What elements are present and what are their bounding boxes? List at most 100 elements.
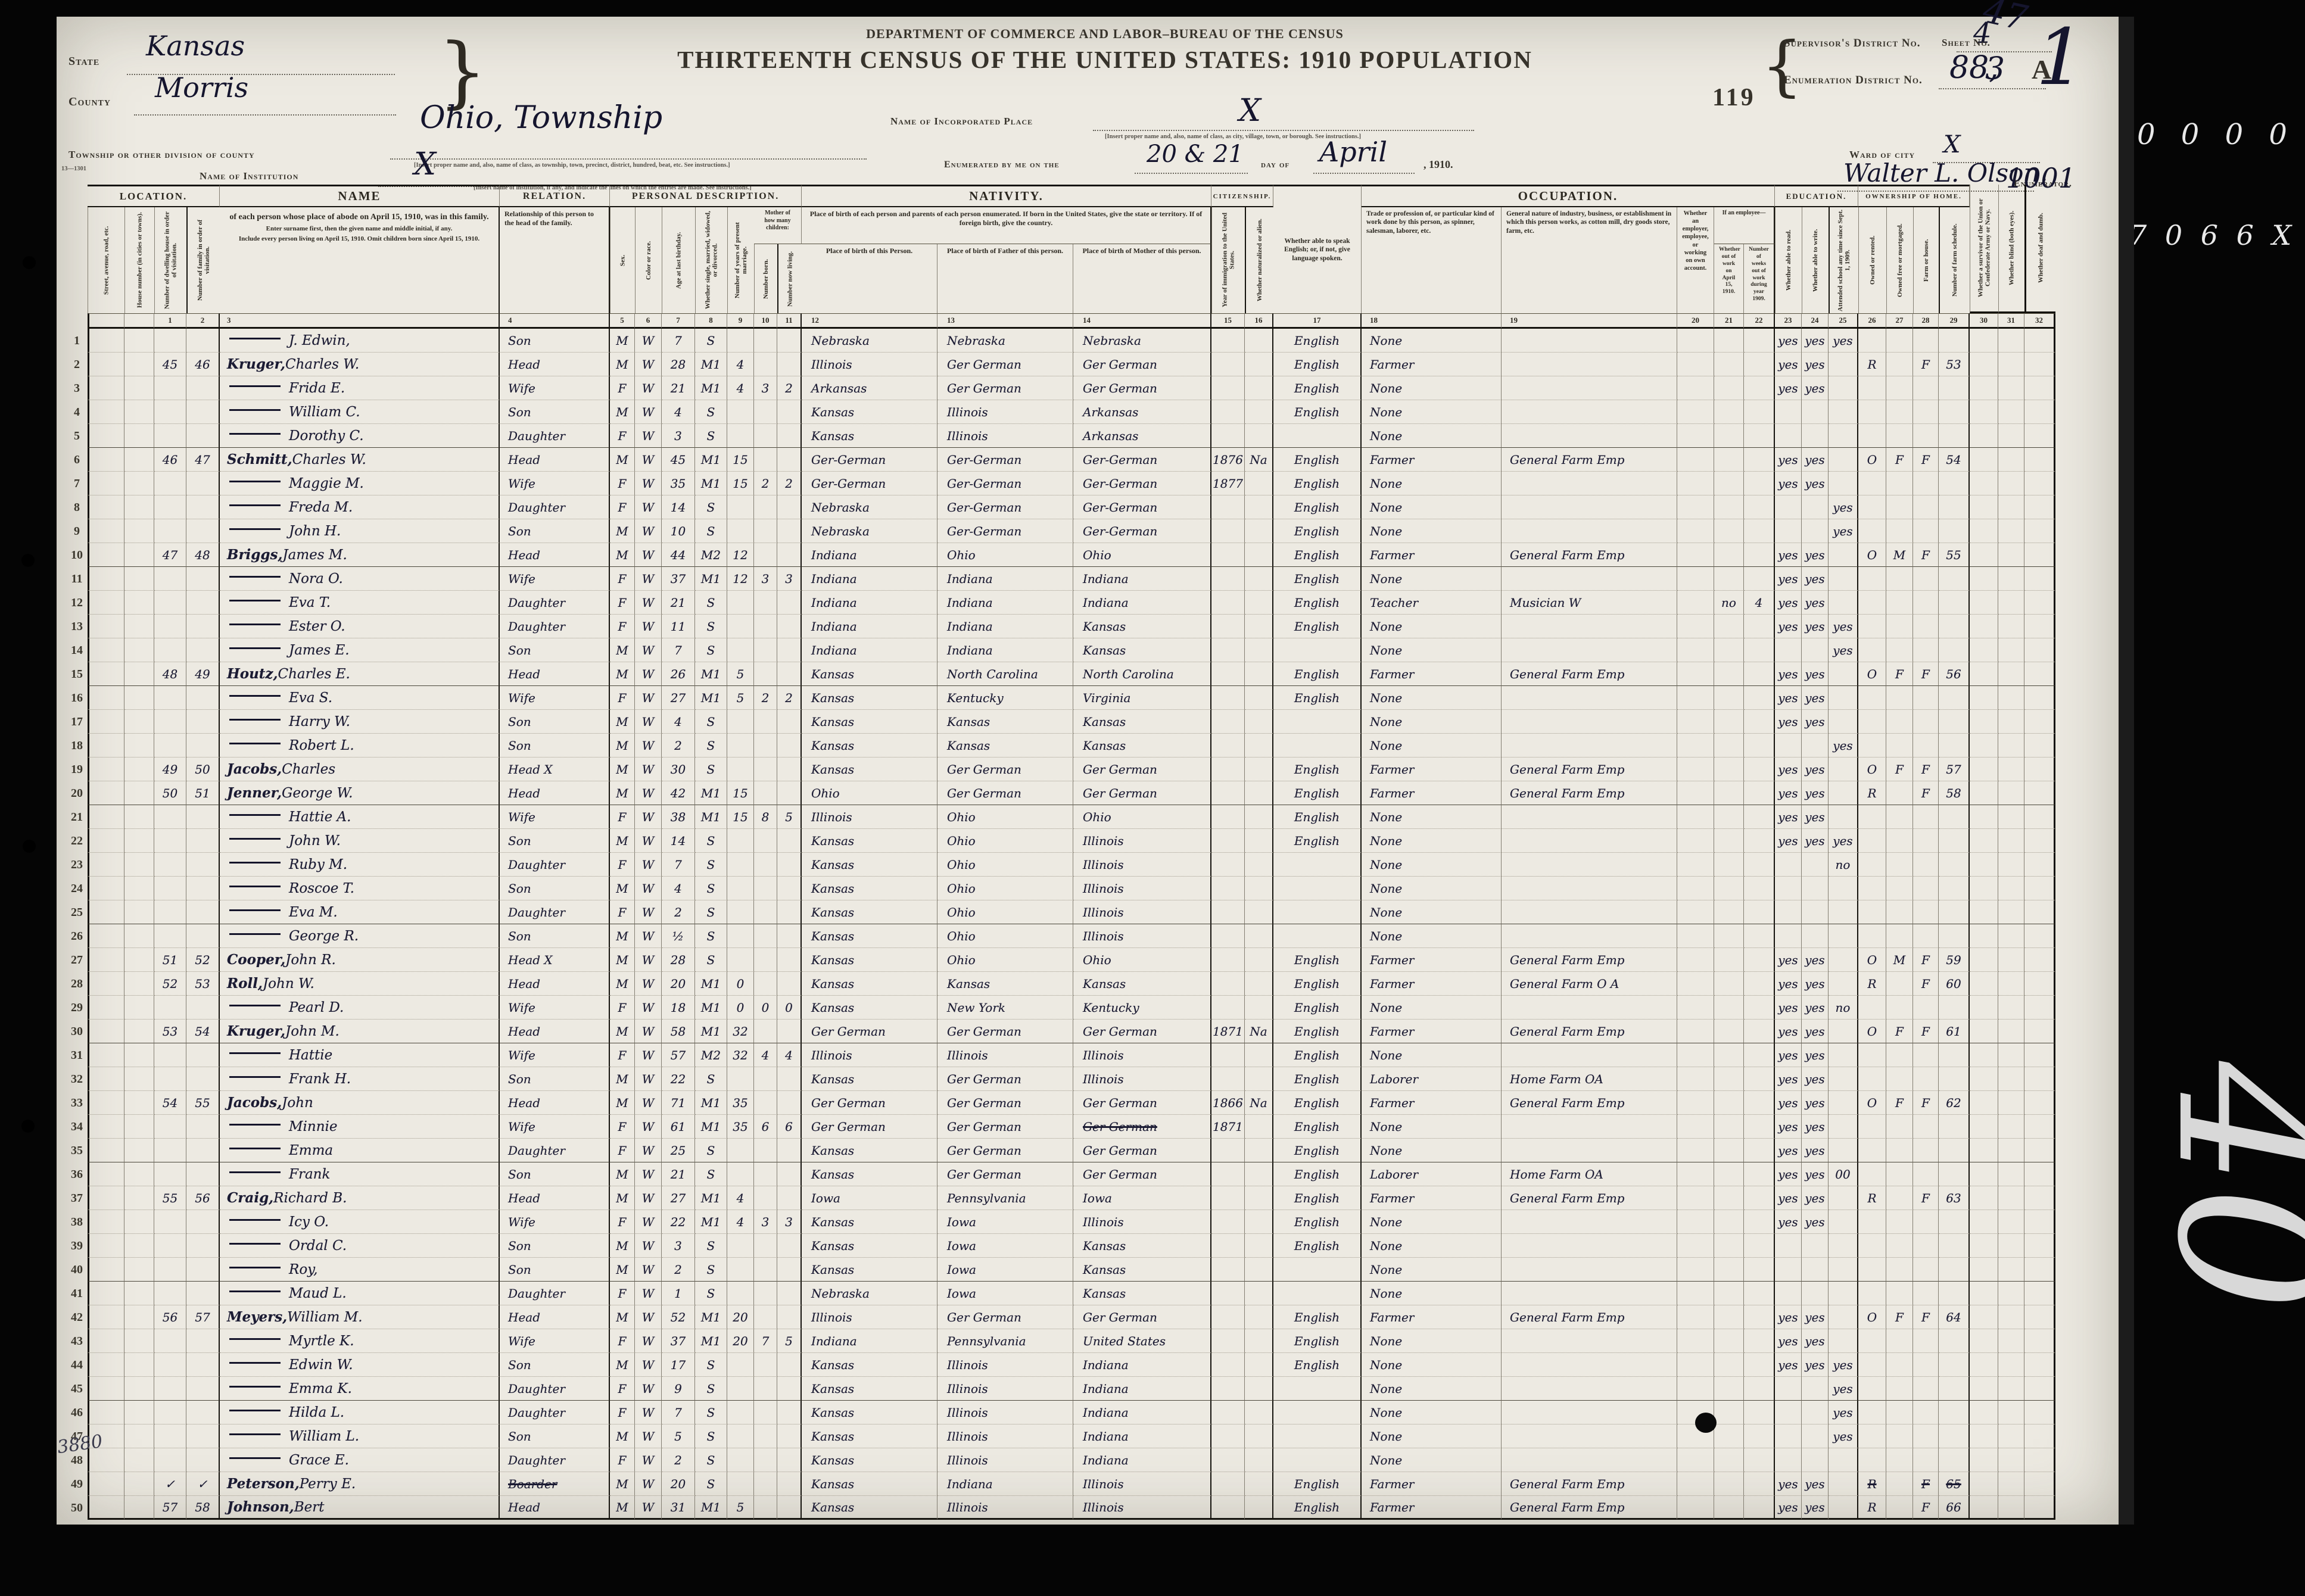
- cell-trade: None: [1362, 424, 1502, 448]
- cell-ind: [1502, 853, 1677, 877]
- group-personal: PERSONAL DESCRIPTION.: [610, 185, 802, 207]
- cell-rel: Son: [500, 1424, 610, 1448]
- cell-own: [1858, 1210, 1886, 1234]
- cell-st: [88, 353, 124, 376]
- cell-own: [1858, 615, 1886, 638]
- cell-age: ½: [662, 924, 695, 948]
- cell-out: [1714, 1329, 1744, 1353]
- cell-df: [2024, 1234, 2055, 1258]
- cell-age: 3: [662, 424, 695, 448]
- cell-trade: None: [1362, 924, 1502, 948]
- cell-dw: 54: [154, 1091, 186, 1115]
- line-number: 22: [71, 834, 83, 847]
- cell-fr: F: [1886, 662, 1913, 686]
- cell-nat: [1245, 1329, 1273, 1353]
- cell-ind: [1502, 1401, 1677, 1424]
- col-name-header: of each person whose place of abode on A…: [220, 207, 500, 313]
- cell-cb: [754, 900, 777, 924]
- cell-fam: [186, 1424, 220, 1448]
- cell-bf: Ohio: [937, 543, 1073, 567]
- cell-fr: [1886, 353, 1913, 376]
- cell-fr: [1886, 972, 1913, 996]
- cell-imm: [1211, 1139, 1245, 1162]
- cell-emp: [1677, 948, 1714, 972]
- cell-emp: [1677, 495, 1714, 519]
- cell-eng: [1273, 734, 1362, 758]
- row12-scribble: 7 0 6 6 X: [2129, 219, 2297, 251]
- cell-dw: 53: [154, 1020, 186, 1043]
- cell-cl: 2: [777, 376, 802, 400]
- cell-st: [88, 1186, 124, 1210]
- cell-cl: [777, 424, 802, 448]
- enumerator-label: Enumerator.: [2014, 179, 2072, 189]
- cell-rel: Head: [500, 1186, 610, 1210]
- cell-wr: yes: [1802, 781, 1829, 805]
- column-number-imm: 15: [1211, 313, 1245, 329]
- cell-mar: S: [695, 900, 727, 924]
- cell-rd: yes: [1775, 1162, 1802, 1186]
- cell-ind: General Farm Emp: [1502, 662, 1677, 686]
- cell-sch: [1829, 567, 1858, 591]
- cell-ind: General Farm Emp: [1502, 758, 1677, 781]
- cell-st: [88, 948, 124, 972]
- cell-fr: [1886, 1448, 1913, 1472]
- cell-sex: F: [610, 996, 635, 1020]
- cell-ho: [124, 1020, 154, 1043]
- cell-mar: M1: [695, 1305, 727, 1329]
- cell-imm: [1211, 1186, 1245, 1210]
- cell-bm: Ger German: [1073, 376, 1211, 400]
- cell-mar: M1: [695, 1020, 727, 1043]
- cell-yrs: 20: [727, 1305, 754, 1329]
- cell-fh: [1913, 877, 1939, 900]
- cell-ho: [124, 448, 154, 472]
- cell-age: 25: [662, 1139, 695, 1162]
- cell-fh: [1913, 638, 1939, 662]
- cell-cl: [777, 829, 802, 853]
- cell-out: [1714, 1377, 1744, 1401]
- cell-bf: Illinois: [937, 424, 1073, 448]
- cell-cb: [754, 1305, 777, 1329]
- cell-ind: [1502, 1329, 1677, 1353]
- cell-cb: [754, 662, 777, 686]
- cell-trade: Farmer: [1362, 1472, 1502, 1496]
- cell-ind: General Farm Emp: [1502, 448, 1677, 472]
- cell-eng: [1273, 900, 1362, 924]
- cell-rel: Daughter: [500, 1282, 610, 1305]
- cell-cl: [777, 710, 802, 734]
- cell-age: 11: [662, 615, 695, 638]
- cell-st: [88, 329, 124, 353]
- cell-nat: [1245, 1496, 1273, 1520]
- cell-bp: Illinois: [802, 1043, 937, 1067]
- right-brace: {: [1761, 27, 1803, 104]
- cell-fr: [1886, 1162, 1913, 1186]
- column-number-rel: 4: [500, 313, 610, 329]
- cell-bl: [1998, 329, 2024, 353]
- cell-fr: [1886, 1234, 1913, 1258]
- cell-dw: [154, 900, 186, 924]
- cell-eng: [1273, 1424, 1362, 1448]
- cell-rel: Head X: [500, 948, 610, 972]
- ditto-dash: [229, 576, 281, 578]
- column-number-sex: 5: [610, 313, 635, 329]
- cell-yrs: [727, 924, 754, 948]
- cell-rd: [1775, 853, 1802, 877]
- cell-bf: Ohio: [937, 829, 1073, 853]
- cell-st: [88, 638, 124, 662]
- cell-dw: [154, 1448, 186, 1472]
- cell-emp: [1677, 662, 1714, 686]
- cell-df: [2024, 472, 2055, 495]
- cell-fr: [1886, 1139, 1913, 1162]
- cell-fh: F: [1913, 972, 1939, 996]
- cell-nat: [1245, 1234, 1273, 1258]
- cell-name: Maud L.: [220, 1282, 500, 1305]
- cell-bl: [1998, 1448, 2024, 1472]
- cell-st: [88, 615, 124, 638]
- cell-own: O: [1858, 543, 1886, 567]
- cell-own: [1858, 1115, 1886, 1139]
- cell-dw: [154, 1043, 186, 1067]
- cell-bp: Kansas: [802, 1472, 937, 1496]
- cell-nat: [1245, 638, 1273, 662]
- name-note2: Include every person living on April 15,…: [238, 235, 480, 243]
- cell-ho: [124, 591, 154, 615]
- cell-wk: [1744, 1496, 1775, 1520]
